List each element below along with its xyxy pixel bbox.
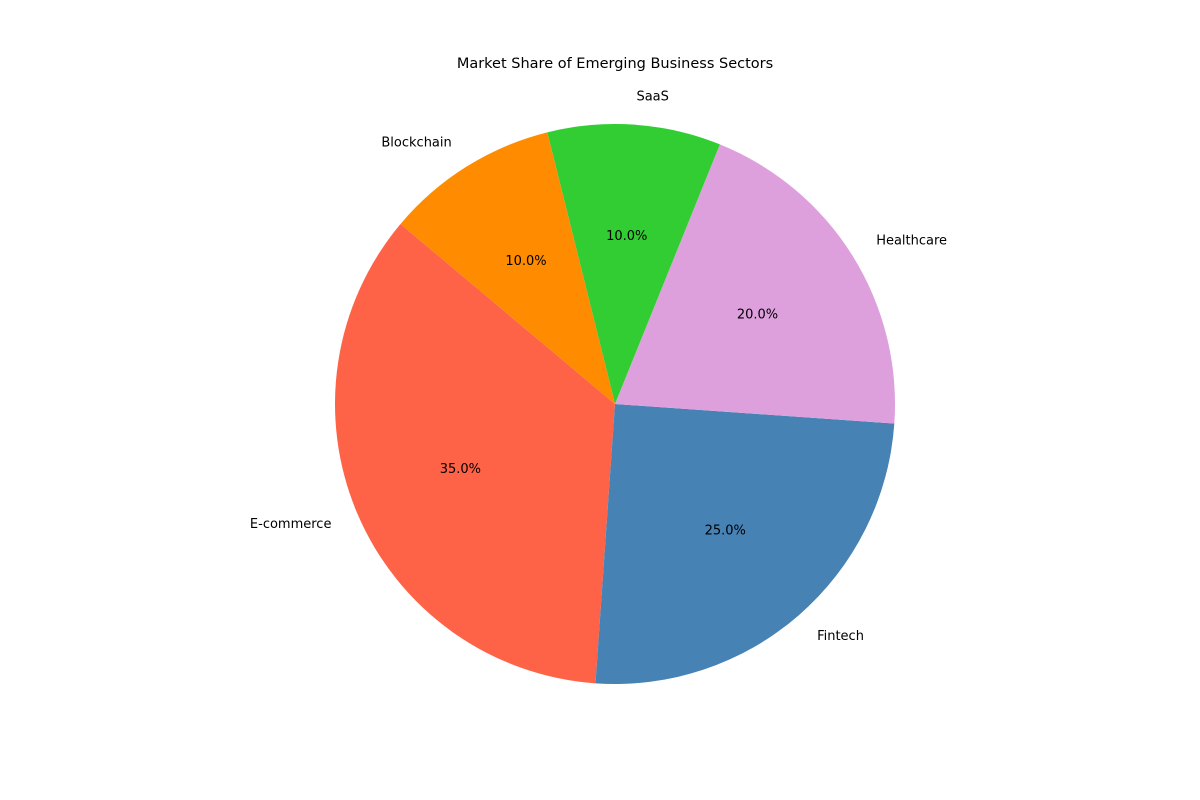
pie-slice-blockchain	[400, 132, 615, 404]
percent-label-healthcare: 20.0%	[737, 307, 778, 322]
pie-slice-fintech	[595, 404, 895, 685]
percent-label-fintech: 25.0%	[705, 523, 746, 538]
pie-slice-healthcare	[615, 144, 896, 424]
pie-slice-e-commerce	[335, 224, 615, 684]
pie-slice-saas	[547, 124, 720, 404]
percent-label-blockchain: 10.0%	[505, 254, 546, 269]
slice-label-healthcare: Healthcare	[876, 233, 947, 248]
percent-label-e-commerce: 35.0%	[440, 462, 481, 477]
slice-label-e-commerce: E-commerce	[250, 517, 332, 532]
slice-label-blockchain: Blockchain	[381, 135, 451, 150]
pie-labels: E-commerce 35.0% Fintech 25.0% Healthcare 20.…	[250, 89, 947, 644]
slice-label-saas: SaaS	[636, 89, 668, 104]
chart-title: Market Share of Emerging Business Sector…	[457, 56, 773, 72]
percent-label-saas: 10.0%	[606, 229, 647, 244]
slice-label-fintech: Fintech	[817, 629, 864, 644]
pie-slices	[335, 124, 896, 685]
